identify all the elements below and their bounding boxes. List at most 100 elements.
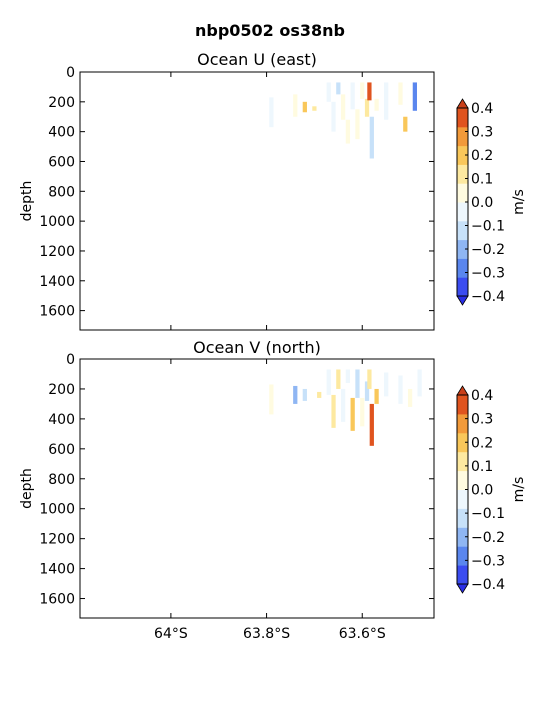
- colorbar-band: [457, 183, 468, 203]
- y-tick-label: 0: [66, 352, 75, 368]
- colorbar-band: [457, 108, 468, 128]
- y-tick-label: 400: [48, 412, 75, 428]
- colorbar-band: [457, 432, 468, 453]
- colorbar-band: [457, 277, 468, 297]
- data-cell: [384, 82, 389, 120]
- plot-frame: [79, 358, 435, 619]
- colorbar-tick-label: −0.3: [471, 553, 505, 569]
- ocean-v-panel: Ocean V (north) 0 200 400 600 800 1000 1200 1400…: [19, 338, 527, 642]
- data-cell: [293, 385, 298, 404]
- data-cell: [367, 369, 372, 389]
- ocean-u-panel: Ocean U (east) 0 200 400 600 800 1000 1200 1400 1…: [19, 50, 527, 331]
- data-cell: [317, 391, 322, 398]
- colorbar-band: [457, 239, 468, 259]
- colorbar-tick-label: −0.4: [471, 289, 505, 305]
- y-tick-label: 1600: [39, 592, 75, 608]
- data-cell: [398, 375, 403, 404]
- panel-title: Ocean V (north): [193, 338, 321, 357]
- y-tick-label: 1000: [39, 214, 75, 230]
- data-cell: [364, 98, 370, 117]
- y-tick-label: 1200: [39, 532, 75, 548]
- colorbar-extend-max: [456, 385, 469, 396]
- y-tick-label: 800: [48, 184, 75, 200]
- data-cell: [350, 397, 355, 431]
- colorbar-tick-label: 0.4: [471, 388, 493, 404]
- data-cell: [407, 388, 413, 407]
- data-cell: [336, 369, 341, 389]
- data-cell: [350, 82, 355, 110]
- colorbar-tick-label: −0.3: [471, 266, 505, 282]
- colorbar-tick-label: 0.1: [471, 172, 493, 188]
- colorbar-tick-label: 0.3: [471, 125, 493, 141]
- y-tick-label: 1000: [39, 502, 75, 518]
- y-tick-label: 1400: [39, 562, 75, 578]
- colorbar-tick-label: 0.3: [471, 412, 493, 428]
- data-cell: [367, 82, 372, 101]
- data-cell: [331, 101, 336, 132]
- colorbar-tick-label: −0.2: [471, 530, 505, 546]
- data-cell: [364, 381, 370, 401]
- data-cell: [340, 388, 346, 422]
- y-tick-label: 0: [66, 65, 75, 81]
- colorbar-tick-label: −0.1: [471, 219, 505, 235]
- data-cell: [355, 109, 360, 140]
- x-tick-label: 63.6°S: [339, 626, 386, 642]
- colorbar-band: [457, 451, 468, 472]
- colorbar-band: [457, 508, 468, 528]
- y-tick-label: 600: [48, 442, 75, 458]
- data-cell: [331, 394, 336, 428]
- data-cell: [302, 101, 307, 113]
- data-cell: [269, 384, 274, 415]
- colorbar-label: m/s: [511, 477, 527, 503]
- data-cell: [336, 82, 341, 95]
- x-tick-label: 63.8°S: [243, 626, 290, 642]
- figure-title: nbp0502 os38nb: [195, 21, 345, 40]
- colorbar-extend-max: [456, 98, 469, 109]
- colorbar-band: [457, 470, 468, 490]
- colorbar-band: [457, 145, 468, 165]
- y-tick-label: 600: [48, 154, 75, 170]
- data-cell: [345, 119, 351, 144]
- data-cell: [340, 94, 346, 120]
- colorbar-band: [457, 413, 468, 434]
- data-cell: [302, 388, 307, 401]
- y-tick-label: 1600: [39, 304, 75, 320]
- data-cell: [384, 372, 389, 397]
- colorbar-band: [457, 527, 468, 547]
- colorbar-extend-min: [456, 583, 469, 594]
- data-cell: [374, 388, 379, 404]
- colorbar-tick-label: 0.0: [471, 483, 493, 499]
- data-cell: [369, 116, 374, 159]
- y-axis-label: depth: [19, 468, 35, 509]
- colorbar-tick-label: −0.1: [471, 506, 505, 522]
- panel-title: Ocean U (east): [197, 50, 317, 69]
- y-tick-label: 800: [48, 472, 75, 488]
- plot-frame: [79, 71, 435, 331]
- y-tick-label: 1400: [39, 274, 75, 290]
- colorbar-band: [457, 395, 468, 415]
- colorbar-extend-min: [456, 295, 469, 306]
- data-cell: [326, 369, 331, 395]
- colorbar-tick-label: 0.1: [471, 459, 493, 475]
- colorbar-band: [457, 546, 468, 566]
- colorbar-band: [457, 202, 468, 222]
- colorbar-band: [457, 220, 468, 241]
- colorbar-band: [457, 126, 468, 147]
- data-cell: [360, 82, 365, 99]
- data-cell: [369, 403, 374, 446]
- colorbar-tick-label: −0.2: [471, 242, 505, 258]
- colorbar-band: [457, 565, 468, 585]
- colorbar-tick-label: 0.2: [471, 148, 493, 164]
- data-cell: [398, 82, 403, 105]
- data-cell: [345, 369, 351, 383]
- data-cell: [326, 82, 331, 102]
- colorbar-tick-label: 0.4: [471, 101, 493, 117]
- data-cell: [417, 369, 422, 397]
- colorbar-band: [457, 258, 468, 278]
- y-axis-label: depth: [19, 181, 35, 222]
- colorbar-band: [457, 489, 468, 509]
- data-cell: [355, 369, 360, 398]
- colorbar-band: [457, 164, 468, 184]
- x-tick-label: 64°S: [154, 626, 188, 642]
